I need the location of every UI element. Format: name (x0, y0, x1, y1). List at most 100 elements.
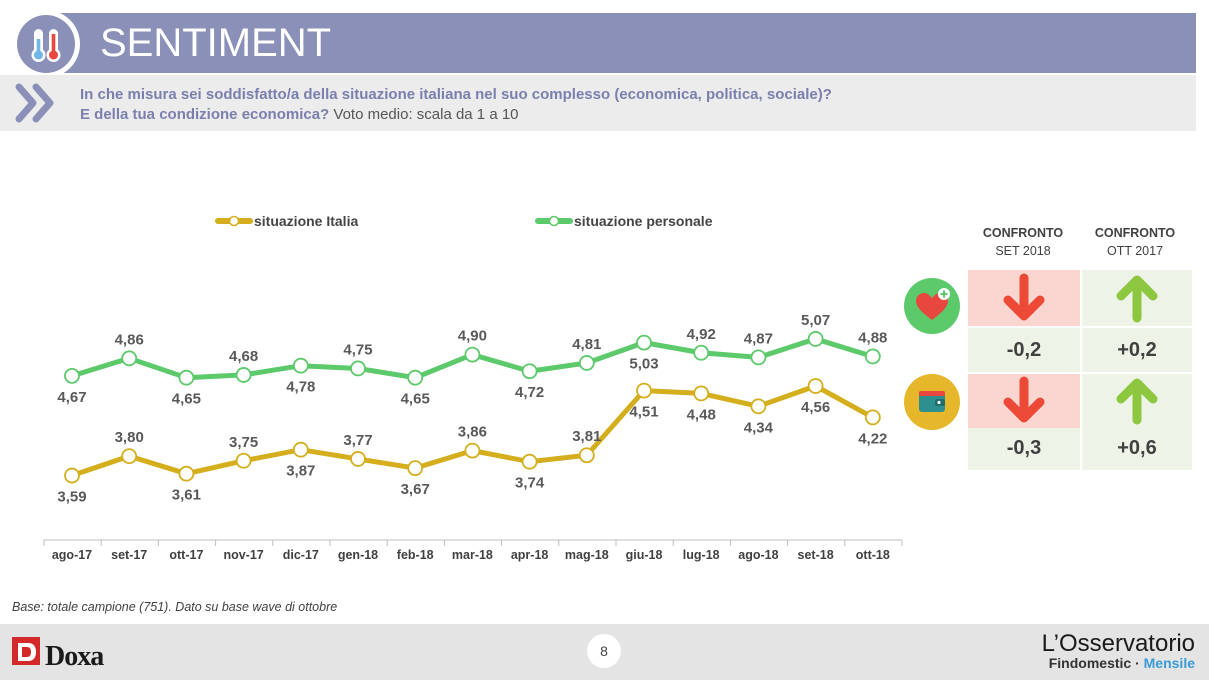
compare-sub-2: OTT 2017 (1106, 244, 1164, 258)
x-tick-label: set-17 (111, 548, 147, 562)
data-point (807, 378, 824, 394)
x-tick-label: ott-17 (169, 548, 203, 562)
title-icon-circle (12, 10, 80, 78)
data-point (636, 334, 652, 351)
sentiment-line-chart: situazione Italia situazione personale ag… (43, 213, 903, 562)
row-personale-set2018-arrow-cell (968, 270, 1080, 326)
brand-findomestic: Findomestic · (1048, 655, 1144, 671)
header-bar: SENTIMENT (40, 13, 1196, 73)
x-tick-label: nov-17 (223, 548, 263, 562)
row-personale-ott2017-value: +0,2 (1082, 328, 1192, 372)
data-point (235, 452, 252, 469)
row-italia-ott2017-value: +0,6 (1082, 428, 1192, 470)
data-label: 3,75 (229, 434, 258, 451)
data-label: 4,51 (629, 404, 658, 421)
brand-line-2: Findomestic · Mensile (1049, 655, 1195, 671)
x-tick-label: set-18 (798, 548, 834, 562)
data-point (807, 331, 824, 347)
legend-marker (228, 215, 240, 227)
data-label: 4,72 (515, 384, 544, 401)
data-label: 3,74 (515, 475, 545, 492)
row-italia-set2018-arrow-cell (968, 374, 1080, 428)
x-tick-label: ott-18 (856, 548, 890, 562)
x-tick-label: mag-18 (565, 548, 609, 562)
data-point (178, 369, 195, 386)
series-layer (64, 331, 881, 484)
data-point (121, 448, 138, 465)
data-label: 4,90 (458, 328, 487, 345)
row-personale-set2018-value: -0,2 (968, 328, 1080, 372)
page-title: SENTIMENT (100, 21, 332, 65)
data-point (464, 442, 481, 459)
data-label: 4,92 (687, 326, 716, 343)
data-label: 3,86 (458, 424, 487, 441)
data-point (521, 453, 538, 470)
data-point (235, 367, 252, 383)
page-number: 8 (587, 634, 621, 668)
data-point (864, 348, 881, 365)
x-tick-label: gen-18 (338, 548, 378, 562)
data-point (750, 398, 767, 415)
doxa-logo-text: Doxa (45, 641, 104, 672)
data-point (121, 350, 138, 367)
data-label: 5,03 (629, 356, 658, 373)
data-label: 4,75 (343, 341, 372, 358)
legend-label: situazione Italia (254, 213, 358, 229)
x-tick-label: mar-18 (452, 548, 493, 562)
x-axis: ago-17 set-17 ott-17 nov-17 dic-17 gen-18 feb-… (43, 539, 903, 562)
question-line-2-plain: Voto medio: scala da 1 a 10 (329, 106, 519, 123)
data-point (578, 447, 595, 464)
x-tick-label: dic-17 (283, 548, 319, 562)
footer: Doxa 8 L’Osservatorio Findomestic · Mens… (0, 624, 1209, 680)
data-label: 4,88 (858, 329, 887, 346)
data-label: 3,61 (172, 487, 201, 504)
x-tick-label: giu-18 (626, 548, 663, 562)
data-point (864, 409, 881, 426)
question-line-2: E della tua condizione economica? Voto m… (80, 106, 519, 123)
x-tick-label: lug-18 (683, 548, 720, 562)
row-italia-set2018-value: -0,3 (968, 428, 1080, 470)
chart-legend: situazione Italia situazione personale (215, 213, 713, 229)
compare-title-1: CONFRONTO (982, 226, 1064, 240)
data-label: 4,67 (57, 389, 86, 406)
data-label: 4,65 (172, 391, 201, 408)
data-label: 4,48 (687, 406, 716, 423)
data-label: 3,81 (572, 428, 601, 445)
question-bar: In che misura sei soddisfatto/a della si… (0, 75, 1196, 131)
data-label: 4,65 (401, 391, 430, 408)
legend-marker (548, 215, 560, 227)
data-label: 3,59 (57, 489, 86, 506)
data-point (292, 357, 309, 374)
doxa-mark-icon (12, 637, 40, 665)
arrow-down-icon (1003, 273, 1045, 321)
legend-item-italia: situazione Italia (215, 213, 358, 229)
data-label: 4,78 (286, 379, 315, 396)
row-personale-ott2017-arrow-cell (1082, 270, 1192, 326)
data-point (521, 363, 538, 380)
data-point (693, 385, 710, 402)
data-point (464, 346, 481, 363)
heart-plus-icon (904, 278, 960, 334)
data-point (178, 465, 195, 482)
data-label: 3,87 (286, 463, 315, 480)
thermometer-icon (31, 29, 61, 62)
arrow-up-icon (1116, 275, 1158, 323)
data-point (292, 441, 309, 458)
data-point (750, 349, 767, 366)
doxa-logo: Doxa (12, 635, 104, 672)
legend-item-personale: situazione personale (535, 213, 713, 229)
data-label: 4,22 (858, 430, 887, 447)
compare-header-ott2017: CONFRONTO OTT 2017 (1080, 224, 1190, 260)
data-point (350, 451, 366, 467)
wallet-icon (904, 374, 960, 430)
compare-header-set2018: CONFRONTO SET 2018 (968, 224, 1078, 260)
compare-title-2: CONFRONTO (1094, 226, 1176, 240)
data-label: 4,34 (744, 419, 774, 436)
brand-line-1: L’Osservatorio (1041, 630, 1195, 657)
data-point (693, 344, 710, 361)
arrow-up-icon (1116, 378, 1158, 425)
data-label: 3,80 (115, 429, 144, 446)
data-label: 5,07 (801, 312, 830, 329)
labels-layer: 3,59 3,80 3,61 3,75 3,87 3,77 3,67 3,86 3,74 3,81… (57, 312, 887, 506)
data-point (407, 460, 424, 477)
